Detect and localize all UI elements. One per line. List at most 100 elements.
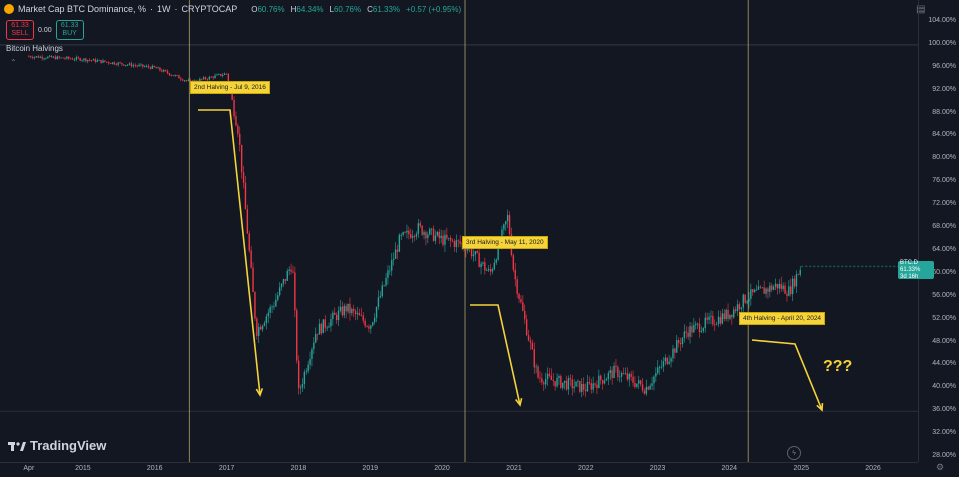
x-tick-label: 2019 xyxy=(362,465,379,472)
candle-body xyxy=(738,304,741,310)
candle-body xyxy=(493,262,496,270)
candle-body xyxy=(411,236,414,238)
y-tick-label: 36.00% xyxy=(932,406,956,414)
candle-body xyxy=(734,309,737,312)
candle-body xyxy=(71,58,74,60)
header-separator: · xyxy=(174,4,178,14)
menu-icon[interactable]: ▤ xyxy=(916,4,926,15)
y-tick-label: 44.00% xyxy=(932,360,956,368)
candle-body xyxy=(721,313,724,324)
y-tick-label: 48.00% xyxy=(932,337,956,345)
symbol-title[interactable]: Market Cap BTC Dominance, % xyxy=(18,4,147,14)
candle-body xyxy=(772,286,775,290)
chevron-up-icon[interactable]: ⌃ xyxy=(10,58,17,67)
trade-panel: 61.33 SELL 0.00 61.33 BUY xyxy=(6,20,84,40)
x-tick-label: 2015 xyxy=(75,465,91,472)
candle-body xyxy=(649,385,651,390)
candle-body xyxy=(677,340,680,344)
candle-body xyxy=(189,79,192,81)
candle-body xyxy=(449,237,452,241)
x-tick-label: 2024 xyxy=(721,465,738,472)
sell-button[interactable]: 61.33 SELL xyxy=(6,20,34,40)
candle-body xyxy=(582,383,585,390)
candle-body xyxy=(579,380,581,392)
candle-body xyxy=(653,376,655,384)
candle-body xyxy=(429,228,431,235)
interval-label[interactable]: 1W xyxy=(157,4,171,14)
candle-body xyxy=(354,310,357,315)
candle-body xyxy=(413,236,416,237)
candle-body xyxy=(767,288,769,292)
y-tick-label: 96.00% xyxy=(932,62,956,70)
candle-body xyxy=(512,255,515,270)
candle-body xyxy=(47,56,49,59)
candle-body xyxy=(102,60,104,63)
candle-body xyxy=(161,70,163,72)
candle-body xyxy=(639,380,642,385)
candle-body xyxy=(539,377,541,379)
price-axis[interactable]: 104.00% 100.00% 96.00% 92.00% 88.00% 84.00% 80… xyxy=(918,0,959,462)
candle-body xyxy=(472,254,475,257)
candle-body xyxy=(267,312,269,317)
candle-body xyxy=(296,310,298,361)
candle-body xyxy=(620,373,623,377)
candle-body xyxy=(280,283,283,288)
candle-body xyxy=(126,64,129,66)
candle-body xyxy=(278,287,281,296)
candle-body xyxy=(39,56,41,58)
candle-body xyxy=(489,268,492,272)
candle-body xyxy=(503,224,505,230)
candle-body xyxy=(353,308,355,311)
candle-body xyxy=(607,373,610,379)
candle-body xyxy=(755,289,758,291)
candle-body xyxy=(565,380,568,390)
candle-body xyxy=(723,313,725,320)
candle-body xyxy=(68,56,70,59)
time-axis[interactable]: Apr 2015 2016 2017 2018 2019 2020 2021 2022 2023 2… xyxy=(0,462,918,477)
candle-body xyxy=(259,326,262,330)
candle-body xyxy=(717,316,720,324)
candle-body xyxy=(75,57,78,60)
candle-body xyxy=(246,209,249,234)
gear-icon[interactable]: ⚙ xyxy=(936,462,945,472)
candle-body xyxy=(746,301,748,303)
candle-body xyxy=(601,380,604,384)
buy-button[interactable]: 61.33 BUY xyxy=(55,20,84,40)
candle-body xyxy=(695,323,697,325)
candle-body xyxy=(683,331,686,338)
candle-body xyxy=(252,267,254,293)
candle-body xyxy=(725,309,727,320)
candle-body xyxy=(487,268,490,271)
candle-body xyxy=(334,312,336,315)
candle-body xyxy=(558,376,560,379)
candle-body xyxy=(349,303,351,314)
x-tick-label: 2018 xyxy=(290,465,307,472)
candle-body xyxy=(83,58,85,61)
indicator-legend[interactable]: Bitcoin Halvings xyxy=(6,44,63,53)
tradingview-logo: TradingView xyxy=(8,438,106,453)
candle-body xyxy=(335,314,338,321)
candle-body xyxy=(567,378,570,390)
candle-body xyxy=(438,231,440,239)
y-tick-label: 76.00% xyxy=(932,177,956,185)
candle-body xyxy=(546,373,549,380)
candle-body xyxy=(220,74,222,76)
candle-body xyxy=(242,172,245,183)
candle-body xyxy=(793,278,796,287)
candle-body xyxy=(765,288,767,294)
candle-body xyxy=(584,389,587,392)
candle-body xyxy=(577,380,579,382)
candle-body xyxy=(140,64,142,66)
lightning-icon[interactable]: ϟ xyxy=(787,446,801,460)
spread-value: 0.00 xyxy=(38,26,52,34)
candle-body xyxy=(666,357,668,364)
candle-body xyxy=(459,240,461,244)
candle-body xyxy=(273,306,275,308)
candle-body xyxy=(168,73,171,76)
candle-body xyxy=(544,379,547,385)
candle-body xyxy=(360,315,363,317)
candle-body xyxy=(651,383,653,386)
candle-body xyxy=(592,383,594,390)
candle-body xyxy=(183,80,186,82)
